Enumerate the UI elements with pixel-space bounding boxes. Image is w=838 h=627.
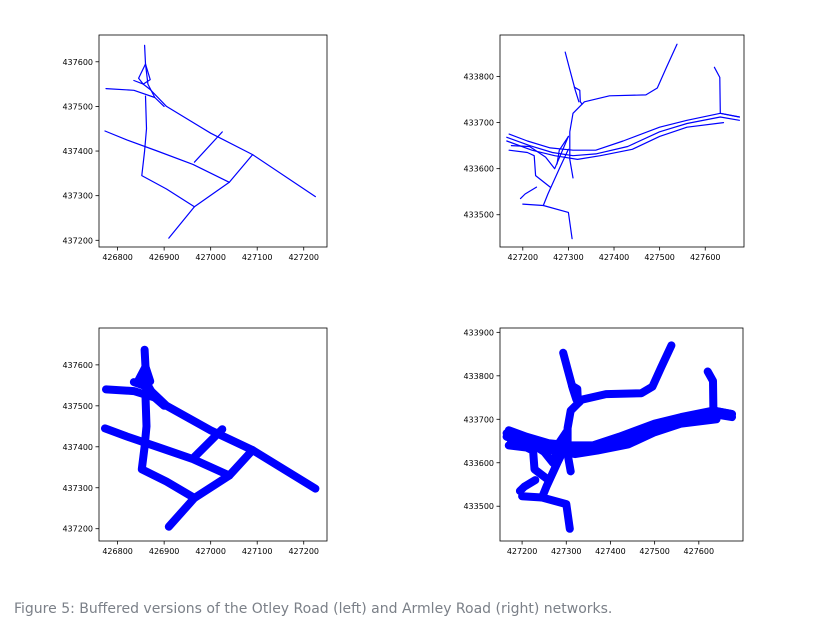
road-segment-2 — [569, 43, 678, 179]
y-tick-label: 437600 — [62, 361, 93, 370]
y-tick-label: 437200 — [62, 236, 93, 245]
y-tick-label: 433800 — [463, 72, 494, 81]
road-segment-12 — [518, 492, 546, 502]
road-segment-3 — [105, 88, 156, 99]
y-tick-label: 437300 — [62, 192, 93, 201]
network-lines — [502, 341, 736, 533]
road-segment-6 — [164, 446, 257, 531]
y-tick-label: 437600 — [62, 58, 93, 67]
road-segment-1 — [138, 63, 151, 85]
network-lines — [101, 345, 320, 531]
road-segment-4 — [137, 392, 199, 502]
network-lines — [104, 44, 316, 239]
y-tick-label: 433500 — [463, 502, 494, 511]
y-tick-label: 437500 — [62, 102, 93, 111]
y-tick-label: 433600 — [463, 459, 494, 468]
x-tick-label: 427300 — [551, 547, 582, 556]
road-segment-4 — [508, 112, 740, 151]
road-segment-11 — [538, 440, 574, 533]
road-segment-10 — [519, 186, 538, 200]
y-tick-label: 437300 — [62, 484, 93, 493]
panel-otley-road-network: 426800 426900 427000 427100 427200 437200 4373… — [62, 34, 328, 262]
road-segment-4 — [141, 95, 195, 208]
axes-frame — [499, 327, 744, 542]
panel-otley-road-buffered: 426800 426900 427000 427100 427200 437200 4373… — [62, 327, 328, 556]
y-tick-label: 433600 — [463, 165, 494, 174]
y-tick-label: 433700 — [463, 119, 494, 128]
road-segment-5 — [104, 130, 230, 183]
network-lines — [506, 43, 740, 240]
road-segment-6 — [168, 154, 254, 239]
road-segment-5 — [101, 424, 234, 480]
x-tick-label: 427200 — [508, 253, 539, 262]
y-tick-label: 437500 — [62, 402, 93, 411]
axes-frame — [98, 34, 328, 248]
x-tick-label: 427500 — [639, 547, 670, 556]
x-tick-label: 426900 — [149, 547, 180, 556]
y-tick-label: 437400 — [62, 147, 93, 156]
y-tick-label: 433700 — [463, 415, 494, 424]
road-segment-0 — [144, 44, 165, 107]
x-tick-label: 427600 — [684, 547, 715, 556]
y-tick-label: 433800 — [463, 372, 494, 381]
x-tick-label: 427000 — [195, 547, 226, 556]
x-tick-label: 427500 — [644, 253, 675, 262]
x-tick-label: 427100 — [242, 547, 273, 556]
road-segment-9 — [508, 149, 551, 188]
road-segment-7 — [190, 425, 227, 461]
road-segment-11 — [542, 148, 573, 240]
axes-frame — [98, 327, 328, 542]
y-tick-label: 433500 — [463, 211, 494, 220]
x-tick-label: 427400 — [599, 253, 630, 262]
x-tick-label: 427600 — [690, 253, 721, 262]
road-segment-12 — [522, 203, 544, 207]
network-figure: 426800 426900 427000 427100 427200 437200 4373… — [62, 34, 745, 556]
x-tick-label: 426900 — [149, 253, 180, 262]
x-tick-label: 426800 — [102, 547, 133, 556]
y-tick-label: 433900 — [463, 328, 494, 337]
road-segment-8 — [556, 135, 569, 165]
road-segment-7 — [510, 135, 569, 170]
road-segment-1 — [573, 86, 583, 105]
road-segment-10 — [515, 476, 540, 495]
x-tick-label: 427000 — [195, 253, 226, 262]
y-tick-label: 437200 — [62, 525, 93, 534]
road-segment-9 — [504, 441, 553, 485]
x-tick-label: 427100 — [242, 253, 273, 262]
y-tick-label: 437400 — [62, 443, 93, 452]
road-segment-7 — [193, 131, 223, 163]
x-tick-label: 427200 — [507, 547, 538, 556]
x-tick-label: 427200 — [288, 253, 319, 262]
road-segment-6 — [506, 122, 725, 160]
road-segment-5 — [506, 116, 740, 157]
road-segment-2 — [133, 79, 316, 198]
panel-armley-road-buffered: 427200 427300 427400 427500 427600 433500 4336… — [463, 327, 744, 556]
x-tick-label: 427300 — [553, 253, 584, 262]
road-segment-8 — [551, 428, 571, 463]
x-tick-label: 426800 — [102, 253, 133, 262]
figure-caption: Figure 5: Buffered versions of the Otley… — [14, 601, 613, 617]
x-tick-label: 427400 — [595, 547, 626, 556]
x-tick-label: 427200 — [288, 547, 319, 556]
road-segment-0 — [564, 51, 580, 103]
axes-frame — [499, 34, 745, 248]
panel-armley-road-network: 427200 427300 427400 427500 427600 433500 4336… — [463, 34, 745, 262]
road-segment-3 — [713, 66, 740, 118]
